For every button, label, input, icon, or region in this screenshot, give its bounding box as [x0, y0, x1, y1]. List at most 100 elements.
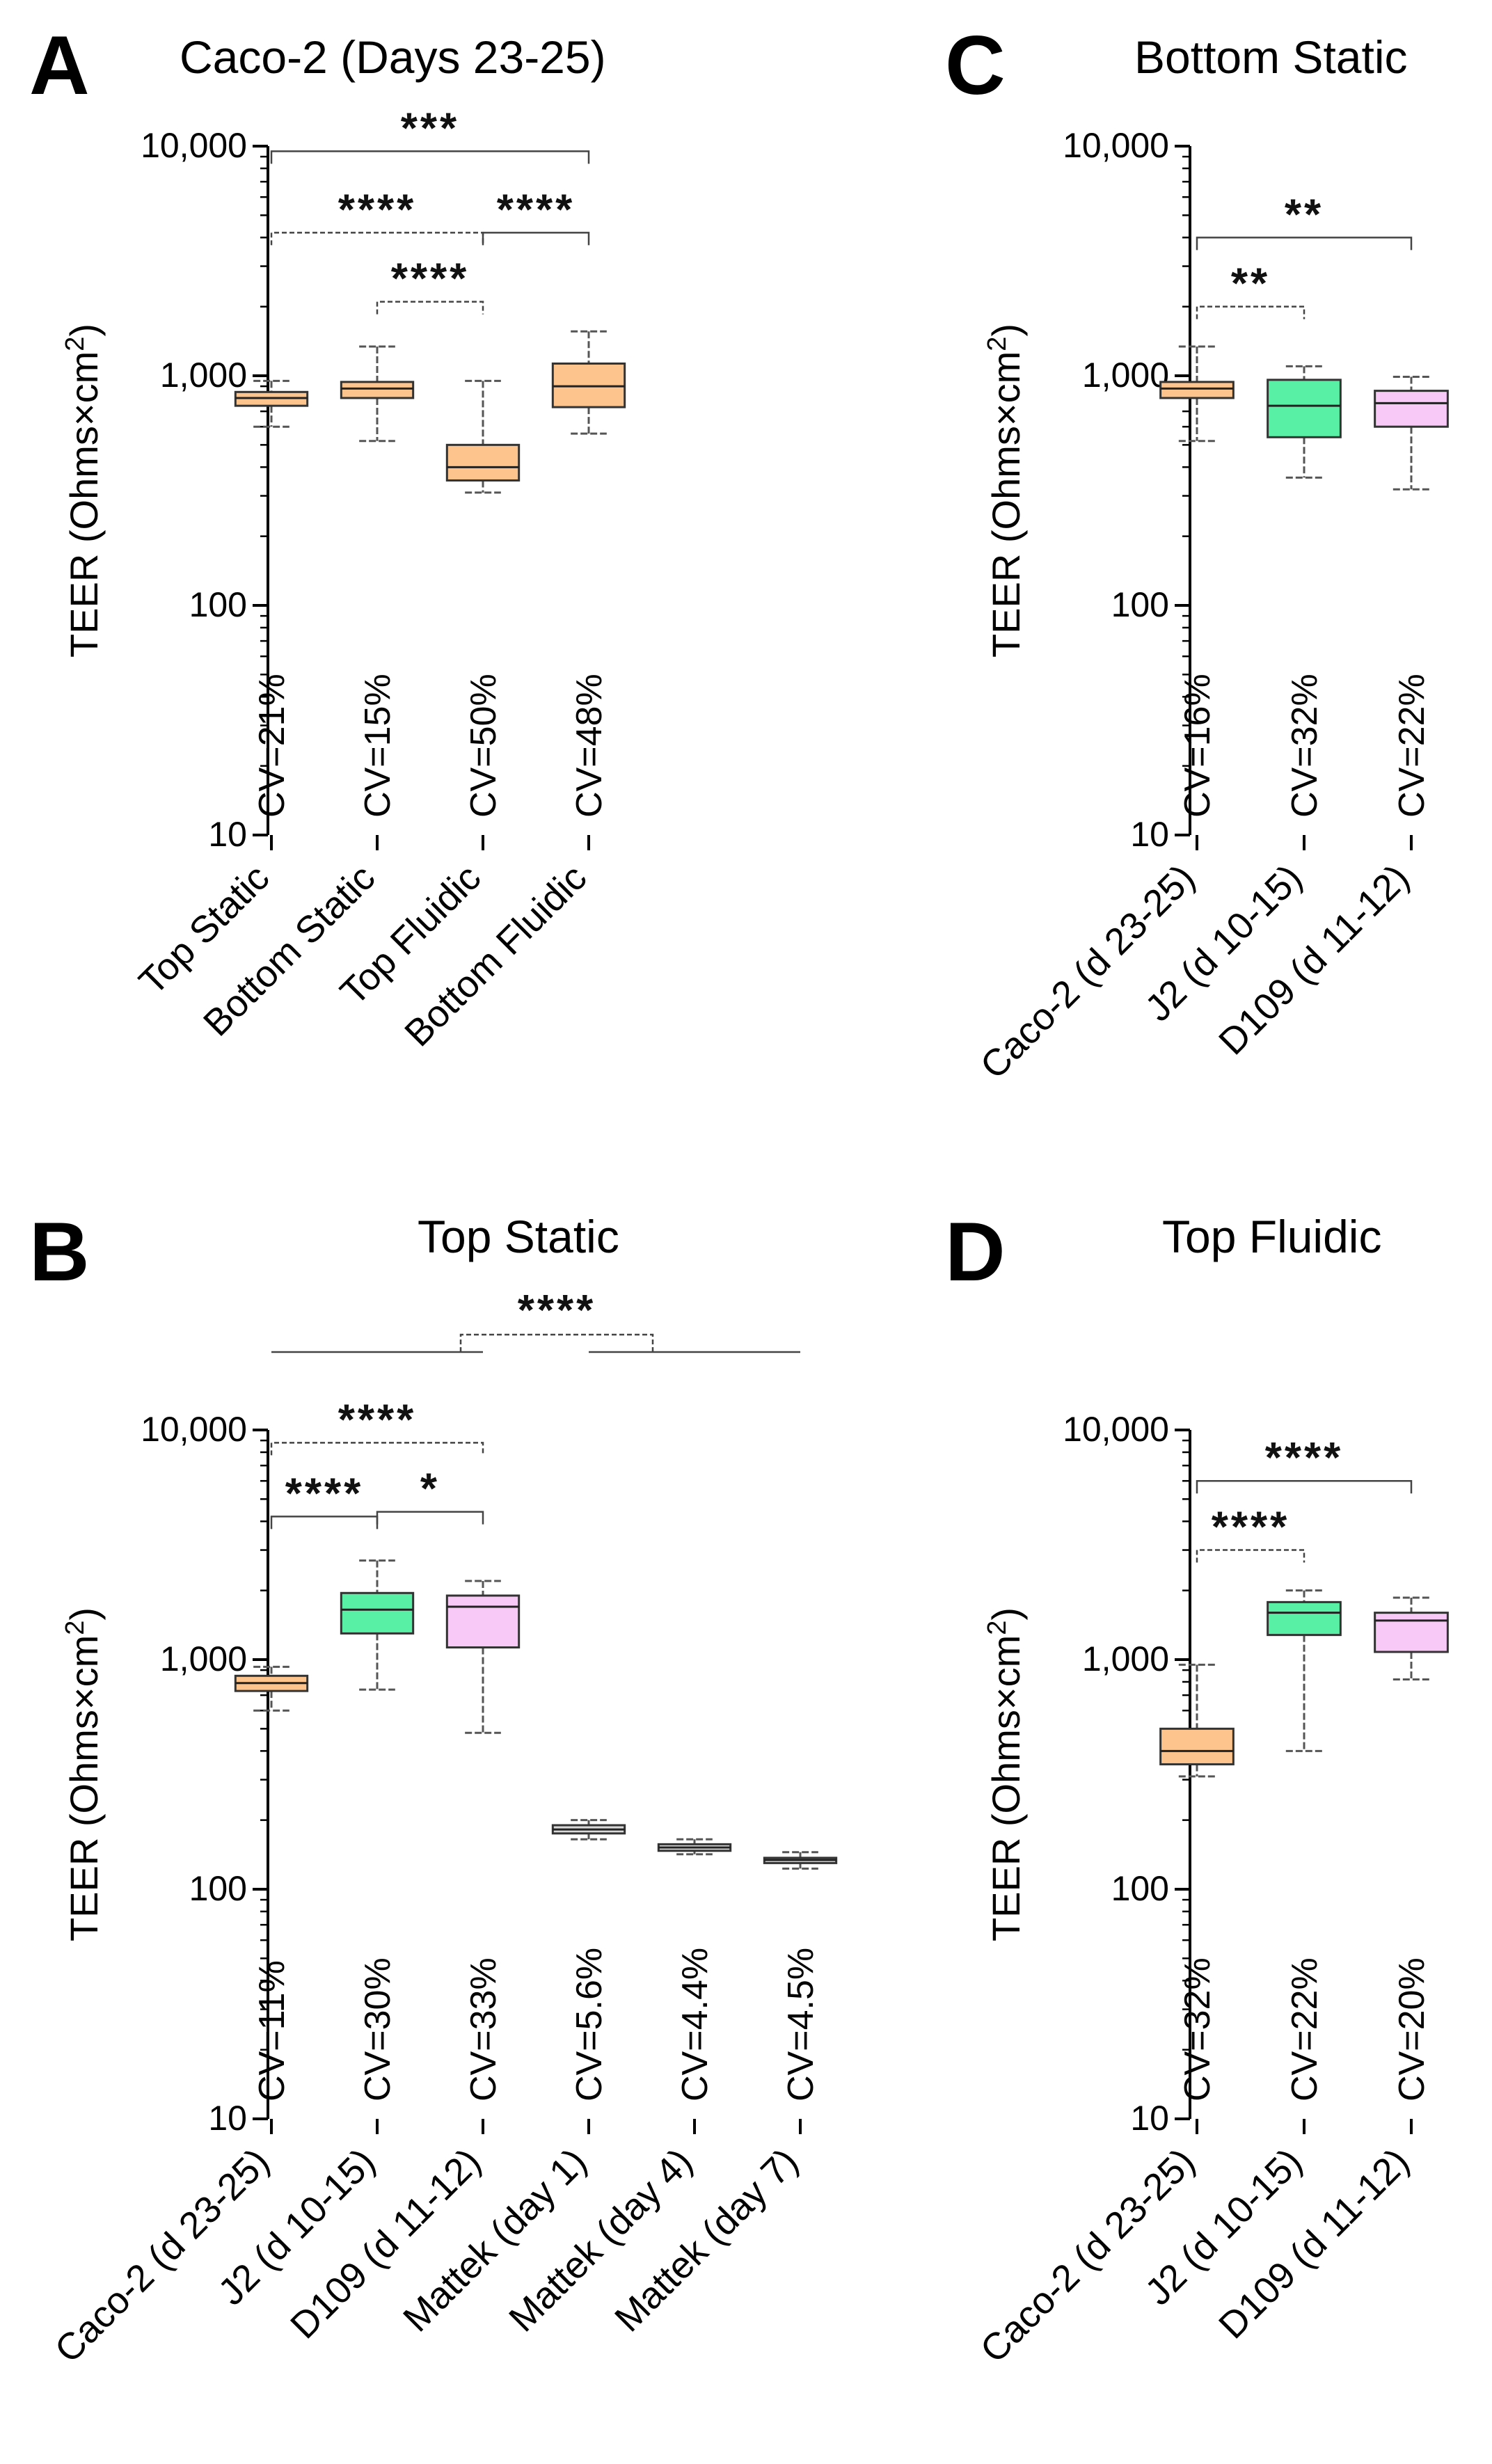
cv-label: CV=33% [463, 1957, 504, 2101]
significance-bracket [1196, 1479, 1413, 1494]
y-axis-label-superscript: 2 [61, 337, 90, 351]
panel-title: Bottom Static [1134, 31, 1408, 83]
x-category-label: D109 (d 11-12) [1211, 857, 1417, 1063]
significance-stars: * [420, 1465, 440, 1513]
significance-bracket [376, 301, 484, 315]
y-tick-label: 10,000 [1063, 126, 1169, 165]
significance-stars: **** [338, 1396, 417, 1444]
box-plot-5 [657, 1838, 732, 1856]
panel-title: Caco-2 (Days 23-25) [180, 31, 606, 83]
significance-stars: **** [1212, 1504, 1290, 1552]
box-plot-3 [445, 1580, 521, 1734]
y-tick-label: 10 [1130, 815, 1169, 854]
group-bracket-top [459, 1333, 654, 1352]
box-plot-1 [234, 379, 309, 428]
significance-stars: **** [285, 1470, 364, 1518]
significance-bracket [270, 232, 484, 246]
panel-letter: A [29, 19, 90, 112]
y-tick-label: 100 [189, 585, 247, 624]
cv-label: CV=22% [1392, 674, 1432, 818]
box-iqr [340, 1591, 415, 1635]
y-axis-label-close: ) [62, 324, 106, 337]
significance-stars: ** [1231, 260, 1270, 308]
box-iqr [445, 1594, 521, 1648]
y-tick-label: 1,000 [1082, 1639, 1169, 1678]
y-tick-label: 10,000 [1063, 1410, 1169, 1449]
significance-bracket [270, 1516, 379, 1529]
cv-label: CV=16% [1177, 674, 1218, 818]
box-plot-3 [1374, 375, 1449, 491]
y-tick-label: 100 [1111, 585, 1169, 624]
cv-label: CV=4.5% [781, 1948, 821, 2101]
box-plot-6 [763, 1851, 838, 1870]
box-plot-2 [340, 345, 415, 443]
box-plot-3 [1374, 1596, 1449, 1680]
y-tick-label: 10,000 [141, 1410, 247, 1449]
box-plot-2 [1267, 1589, 1342, 1752]
y-axis-label: TEER (Ohms×cm2) [61, 1607, 106, 1941]
y-tick-label: 10,000 [141, 126, 247, 165]
x-category-label: Bottom Fluidic [397, 857, 594, 1054]
significance-stars: *** [401, 104, 459, 152]
cv-label: CV=4.4% [675, 1948, 715, 2101]
panel-c: C Bottom Static 10 100 1,000 10,000 TEER (Ohms… [945, 19, 1449, 1087]
cv-label: CV=22% [1285, 1957, 1325, 2101]
y-axis-label-close: ) [62, 1607, 106, 1621]
cv-label: CV=5.6% [569, 1948, 610, 2101]
x-category-label: Mattek (day 4) [501, 2140, 700, 2339]
cv-label: CV=32% [1285, 674, 1325, 818]
y-axis-label: TEER (Ohms×cm2) [983, 324, 1028, 658]
cv-label: CV=30% [358, 1957, 398, 2101]
box-iqr [1267, 379, 1342, 438]
significance-bracket [1196, 305, 1306, 319]
box-plot-1 [234, 1665, 309, 1712]
box-iqr [445, 443, 521, 482]
panel-a: A Caco-2 (Days 23-25) 10 100 1,000 10,000 TEER… [29, 19, 626, 1054]
x-category-label: D109 (d 11-12) [283, 2140, 489, 2346]
cv-label: CV=11% [252, 1960, 292, 2101]
panel-title: Top Static [418, 1211, 619, 1262]
significance-bracket [1196, 1549, 1306, 1563]
significance-stars: **** [338, 186, 417, 234]
box-plot-3 [445, 379, 521, 494]
x-category-label: D109 (d 11-12) [1211, 2140, 1417, 2346]
y-axis-label: TEER (Ohms×cm2) [61, 324, 106, 658]
cv-label: CV=21% [252, 674, 292, 818]
y-axis-label-close: ) [984, 1607, 1028, 1621]
box-iqr [1267, 1600, 1342, 1637]
y-axis-label-superscript: 2 [983, 337, 1012, 351]
box-plot-2 [340, 1559, 415, 1691]
panel-letter: D [945, 1205, 1006, 1298]
cv-label: CV=20% [1392, 1957, 1432, 2101]
y-tick-label: 100 [1111, 1869, 1169, 1908]
y-axis-label-superscript: 2 [983, 1621, 1012, 1635]
significance-bracket [270, 150, 590, 164]
significance-bracket [482, 232, 590, 246]
y-tick-label: 10 [1130, 2099, 1169, 2138]
y-tick-label: 100 [189, 1869, 247, 1908]
box-plot-2 [1267, 365, 1342, 479]
box-iqr [1374, 390, 1449, 428]
significance-bracket [270, 1442, 484, 1456]
significance-stars: ** [1285, 191, 1324, 239]
cv-label: CV=15% [358, 674, 398, 818]
y-tick-label: 10 [208, 2099, 247, 2138]
significance-stars: **** [391, 255, 470, 303]
box-plot-4 [551, 1819, 626, 1841]
significance-stars: **** [518, 1287, 596, 1335]
x-category-label: Mattek (day 7) [607, 2140, 806, 2339]
panel-b: B Top Static 10 100 1,000 10,000 TEER (Ohms×cm… [29, 1205, 838, 2371]
box-iqr [1374, 1612, 1449, 1653]
cv-label: CV=48% [569, 674, 610, 818]
box-plot-1 [1159, 345, 1235, 443]
y-axis-label-superscript: 2 [61, 1621, 90, 1635]
cv-label: CV=32% [1177, 1957, 1218, 2101]
panel-title: Top Fluidic [1162, 1211, 1381, 1262]
y-tick-label: 1,000 [160, 1639, 247, 1678]
y-tick-label: 10 [208, 815, 247, 854]
significance-stars: **** [1265, 1434, 1344, 1482]
y-axis-label: TEER (Ohms×cm2) [983, 1607, 1028, 1941]
y-tick-label: 1,000 [1082, 356, 1169, 395]
significance-stars: **** [497, 186, 576, 234]
